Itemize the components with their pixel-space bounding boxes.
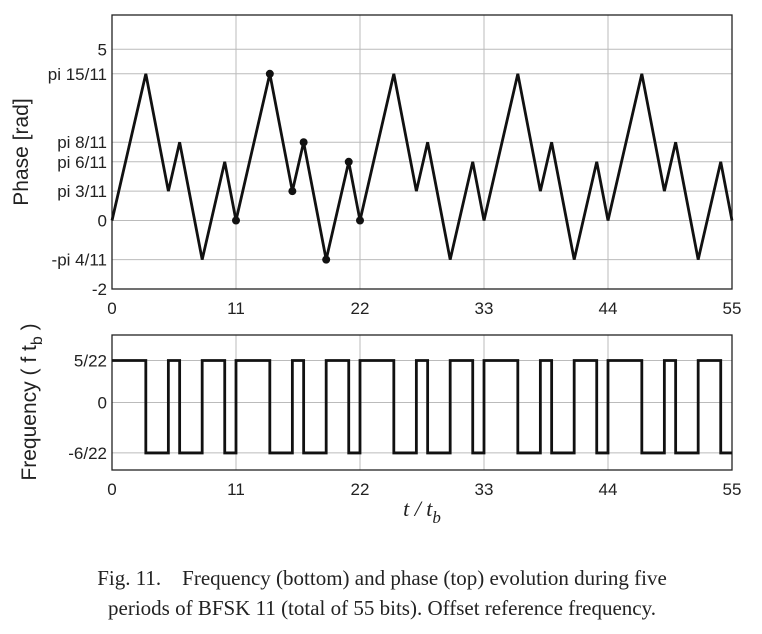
y-tick-label: -2 bbox=[92, 280, 107, 299]
phase-line bbox=[110, 73, 734, 260]
y-tick-label: 5/22 bbox=[74, 351, 107, 370]
x-tick-label: 11 bbox=[227, 480, 245, 499]
caption-line-1: Fig. 11. Frequency (bottom) and phase (t… bbox=[97, 566, 667, 590]
axes-frame bbox=[111, 334, 733, 471]
x-tick-label: 22 bbox=[351, 299, 370, 318]
y-tick-label: 0 bbox=[98, 394, 107, 413]
y-tick-label: -pi 4/11 bbox=[52, 251, 107, 270]
axes-frame bbox=[111, 14, 733, 290]
y-tick-label: pi 8/11 bbox=[57, 133, 107, 152]
phase-marker bbox=[344, 157, 353, 166]
phase-marker bbox=[265, 69, 274, 78]
x-tick-label: 33 bbox=[475, 299, 494, 318]
y-tick-label: pi 15/11 bbox=[48, 65, 107, 84]
time-xlabel: t / tb bbox=[403, 496, 441, 527]
phase-marker bbox=[322, 255, 331, 264]
x-tick-label: 33 bbox=[475, 480, 494, 499]
x-tick-label: 22 bbox=[351, 480, 370, 499]
phase-marker bbox=[356, 216, 364, 225]
y-tick-label: -6/22 bbox=[68, 444, 107, 463]
phase-marker bbox=[299, 138, 308, 147]
x-tick-label: 55 bbox=[723, 299, 742, 318]
y-tick-label: 0 bbox=[98, 212, 107, 231]
x-tick-label: 44 bbox=[599, 480, 618, 499]
y-tick-label: pi 3/11 bbox=[57, 182, 107, 201]
x-tick-label: 0 bbox=[107, 480, 116, 499]
x-tick-label: 55 bbox=[723, 480, 742, 499]
frequency-ylabel: Frequency ( f tb ) bbox=[18, 323, 46, 480]
frequency-line bbox=[112, 359, 732, 455]
y-tick-label: pi 6/11 bbox=[57, 153, 107, 172]
phase-marker bbox=[288, 187, 297, 196]
x-tick-label: 0 bbox=[107, 299, 116, 318]
y-tick-label: 5 bbox=[98, 40, 107, 59]
x-tick-label: 44 bbox=[599, 299, 618, 318]
caption-line-2: periods of BFSK 11 (total of 55 bits). O… bbox=[108, 596, 656, 620]
phase-ylabel: Phase [rad] bbox=[10, 98, 33, 205]
phase-marker bbox=[232, 216, 240, 225]
frequency-plot: 0 11 22 33 44 555/220-6/22 bbox=[68, 334, 742, 499]
x-tick-label: 11 bbox=[227, 299, 245, 318]
